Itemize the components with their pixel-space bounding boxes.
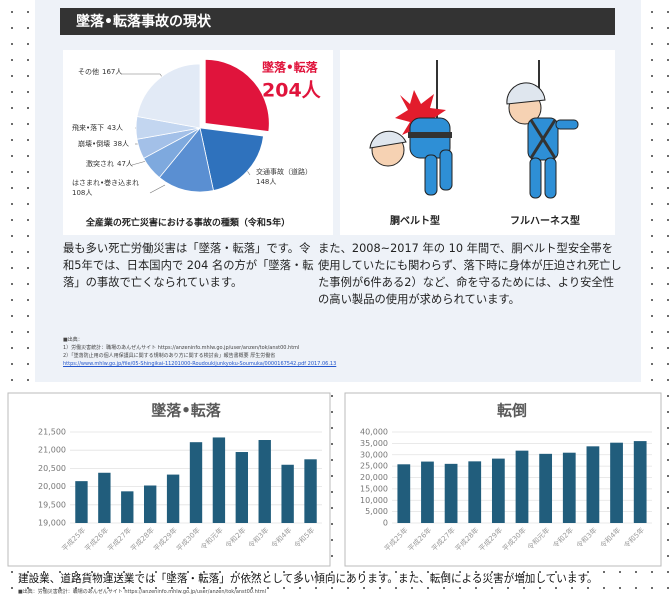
illustration-label: フルハーネス型 (510, 214, 580, 227)
y-tick-label: 10,000 (360, 496, 388, 505)
bar (491, 458, 505, 523)
bar (562, 452, 576, 523)
y-tick-label: 5,000 (365, 507, 388, 516)
bar (189, 442, 203, 523)
pie-value-label: 148人 (256, 178, 276, 186)
pie-value-label: 47人 (117, 160, 133, 168)
footnote-link[interactable]: https://www.mhlw.go.jp/file/05-Shingikai… (63, 361, 337, 367)
pie-label-group: 崩壊•倒壊 38人 (78, 139, 129, 148)
figure-harness (506, 60, 579, 199)
pie-label-group: その他 167人 (78, 67, 122, 76)
paragraph-left: 最も多い死亡労働災害は「墜落・転落」です。令和5年では、日本国内で 204 名の… (63, 242, 314, 289)
header-bar (60, 8, 615, 35)
summary: 建設業、道路貨物運送業では「墜落・転落」が依然として多い傾向にあります。また、転… (18, 573, 598, 585)
pie-label: その他 (78, 67, 99, 76)
y-tick-label: 20,500 (38, 464, 66, 473)
pie-label-group: 激突され 47人 (86, 159, 133, 168)
pie-label: 交通事故（道路） (256, 167, 312, 176)
y-tick-label: 20,000 (360, 473, 388, 482)
pie-value-label: 38人 (113, 140, 129, 148)
bar (610, 442, 623, 523)
y-tick-label: 0 (383, 519, 388, 528)
bar (75, 481, 88, 523)
bar (421, 461, 434, 523)
bar (212, 437, 226, 523)
footnote-item: 2）「墜落防止用の個人用保護具に関する規制のあり方に関する検討会」報告書概要 厚… (63, 353, 276, 359)
pie-label: 墜落•転落 (262, 60, 319, 75)
header-title: 墜落•転落事故の現状 (76, 13, 212, 30)
y-tick-label: 21,500 (38, 428, 66, 437)
illustration-label: 胴ベルト型 (390, 214, 440, 227)
footnote-heading: ■出典： (63, 337, 83, 343)
y-tick-label: 19,000 (38, 519, 66, 528)
pie-value-label: 167人 (102, 68, 122, 76)
source: ■出典：労働災害統計：職場のあんぜんサイト https://anzeninfo.… (18, 589, 266, 595)
bar (444, 463, 458, 523)
bar (235, 452, 249, 523)
bar (166, 474, 180, 523)
figure-belt (369, 60, 453, 196)
bar (98, 472, 111, 523)
pie-slice (158, 127, 214, 193)
footnote: ■出典： 1）労働災害統計：職場のあんぜんサイト https://anzenin… (63, 336, 623, 368)
bar (586, 446, 600, 523)
bar (515, 450, 529, 523)
footnote-item: 1）労働災害統計：職場のあんぜんサイト https://anzeninfo.mh… (63, 345, 300, 351)
y-tick-label: 25,000 (360, 462, 388, 471)
bar (633, 441, 647, 523)
y-tick-label: 15,000 (360, 484, 388, 493)
bar (258, 440, 271, 523)
pie-value-label: 108人 (72, 189, 92, 197)
bar (281, 464, 294, 523)
pie-label-group: 飛来•落下 43人 (72, 123, 123, 132)
bar (468, 461, 482, 523)
pie-slice (136, 63, 201, 129)
y-tick-label: 30,000 (360, 450, 388, 459)
pie-label: はさまれ•巻き込まれ (72, 178, 139, 187)
bar (121, 491, 134, 523)
y-tick-label: 35,000 (360, 439, 388, 448)
bar (397, 464, 411, 523)
y-tick-label: 19,500 (38, 500, 66, 509)
pie-label: 飛来•落下 (72, 123, 104, 132)
pie-label: 激突され (86, 159, 114, 168)
y-tick-label: 20,000 (38, 482, 66, 491)
pie-title: 全産業の死亡災害における事故の種類（令和5年） (85, 217, 290, 229)
bar (143, 485, 157, 523)
paragraph-right: また、2008~2017 年の 10 年間で、胴ベルト型安全帯を使用していたにも… (318, 242, 622, 306)
chart-title: 墜落•転落 (151, 402, 222, 420)
pie-slice (204, 58, 270, 132)
pie-slice (199, 127, 264, 192)
y-tick-label: 40,000 (360, 428, 388, 437)
y-tick-label: 21,000 (38, 446, 66, 455)
pie-label: 崩壊•倒壊 (78, 139, 110, 148)
bar (539, 453, 553, 523)
pie-value-label: 204人 (262, 80, 322, 102)
chart-title: 転倒 (497, 402, 527, 420)
pie-value-label: 43人 (107, 124, 123, 132)
bar (304, 459, 317, 523)
